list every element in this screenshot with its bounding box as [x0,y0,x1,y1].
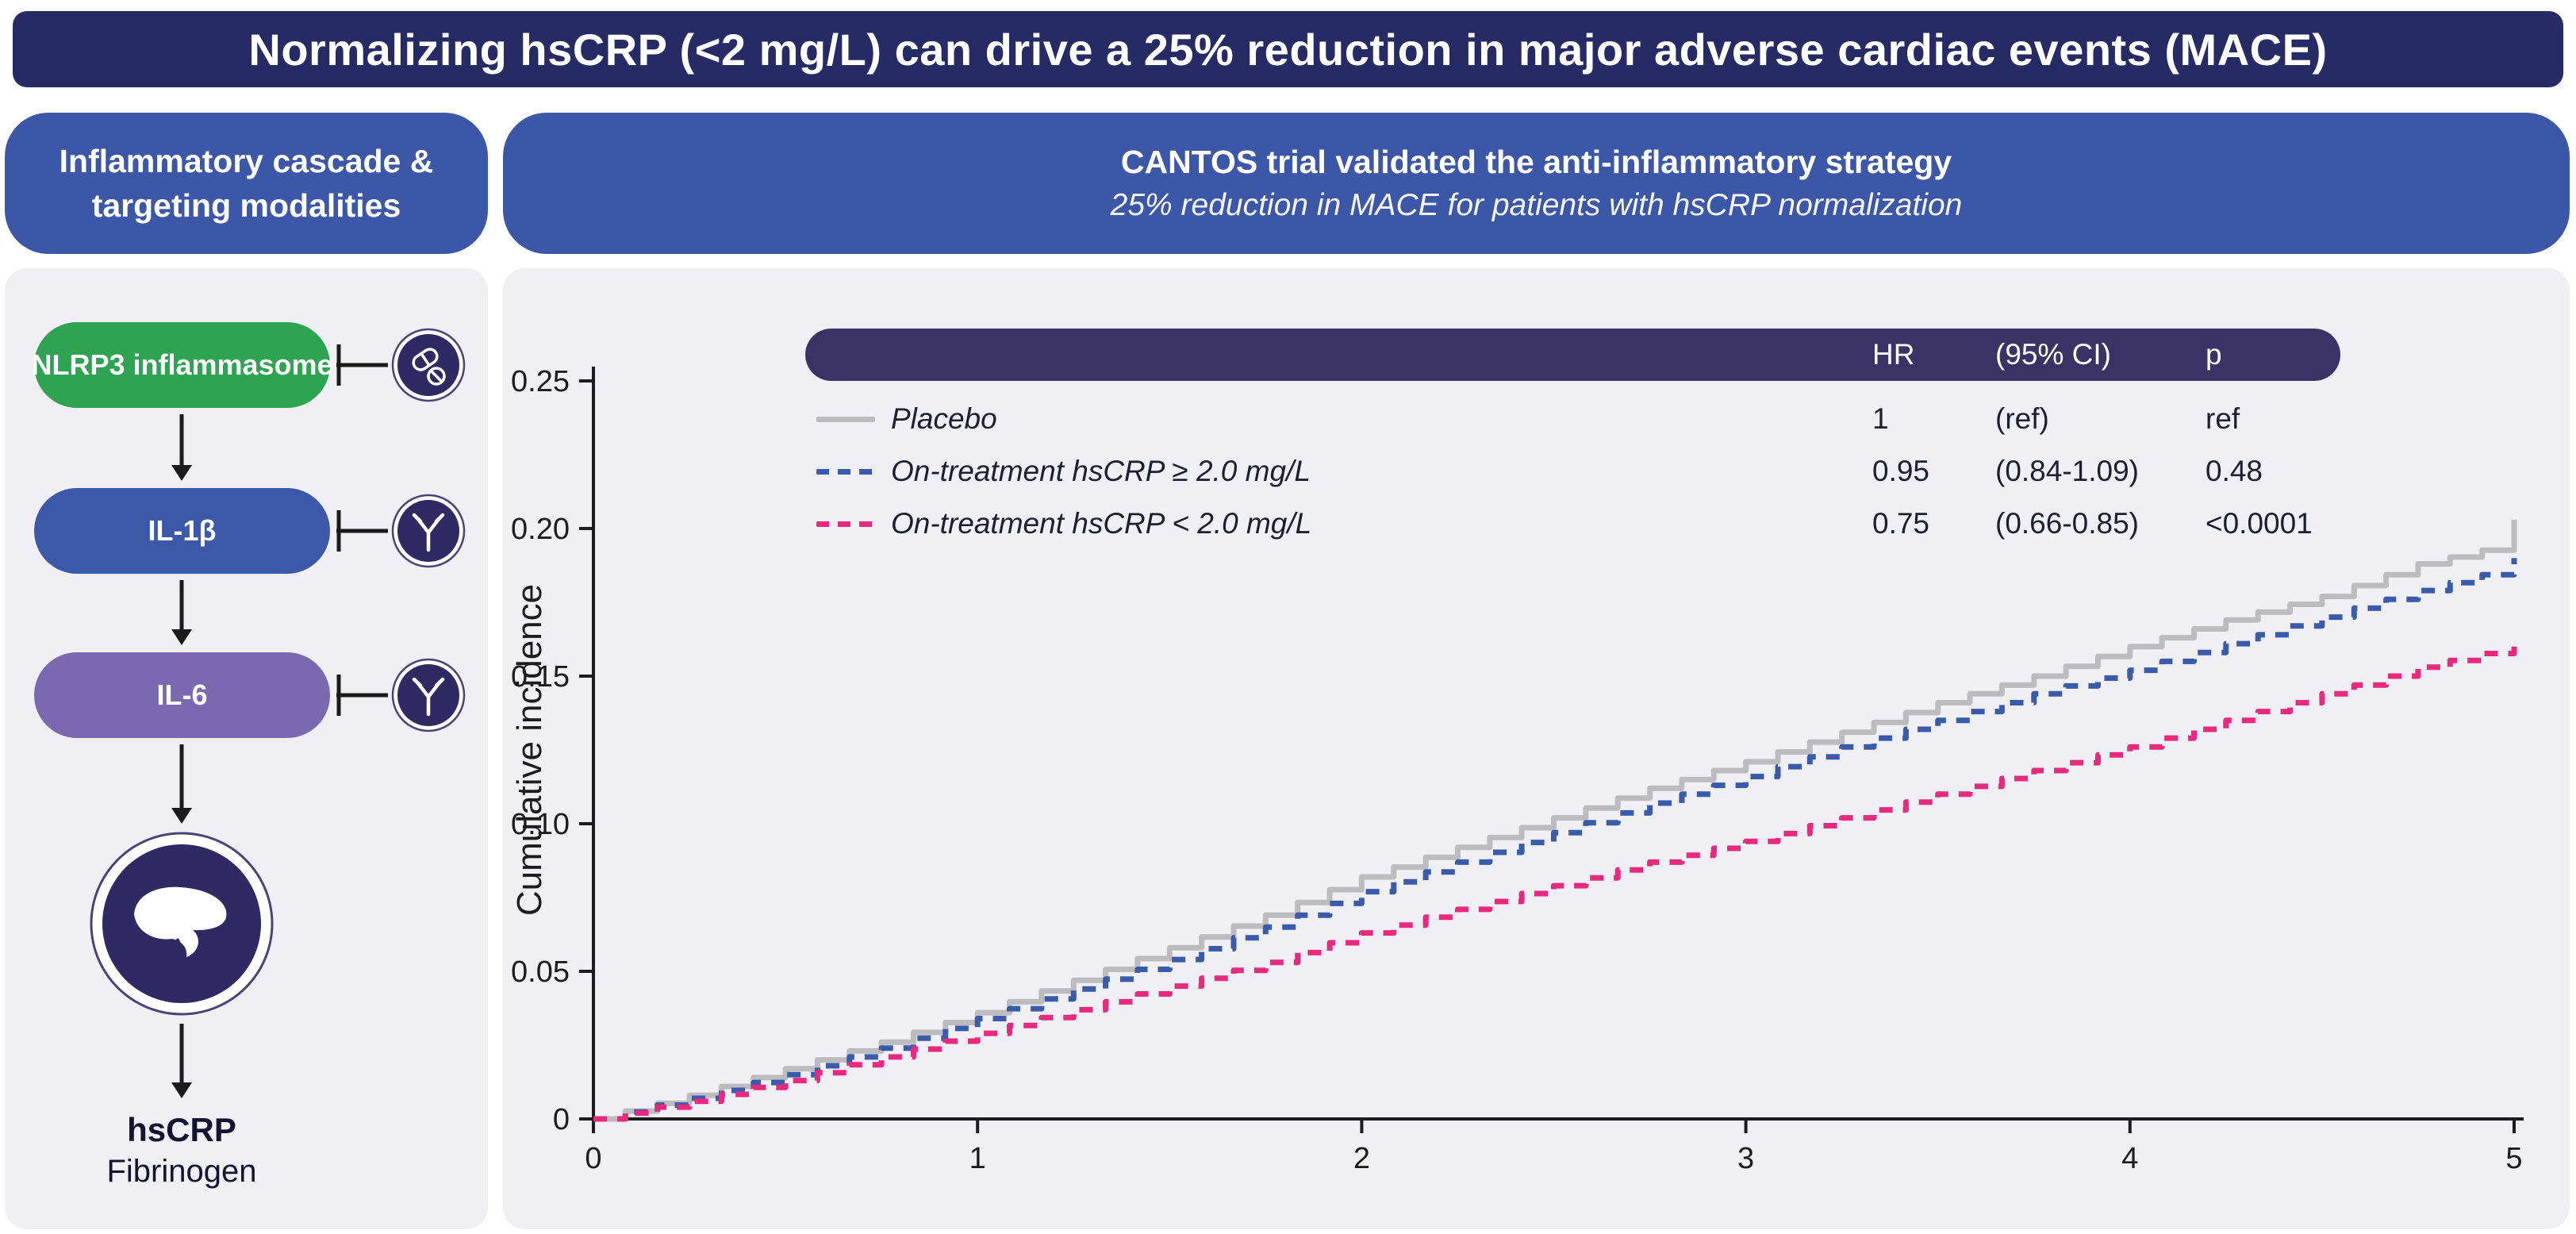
main-title: Normalizing hsCRP (<2 mg/L) can drive a … [248,24,2328,75]
ci-value: (0.84-1.09) [1995,455,2139,487]
antibody-icon [390,493,466,569]
cascade-node-1: NLRP3 inflammasome [31,322,333,408]
liver-icon [88,830,275,1017]
title-banner: Normalizing hsCRP (<2 mg/L) can drive a … [13,11,2563,87]
left-header-line2: targeting modalities [91,187,401,224]
hr-value: 0.95 [1872,455,1930,487]
chart-panel: 0 0.05 0.10 0.15 0.20 0.25 0 1 2 3 4 5 Cumulative i… [503,268,2570,1229]
hr-table-header-2: (95% CI) [1995,338,2111,371]
legend-entry: Placebo [805,402,1872,436]
x-tick-label: 0 [585,1142,601,1175]
cascade-output-fibrinogen: Fibrinogen [106,1154,257,1189]
x-tick-label: 2 [1353,1142,1370,1175]
arrowhead [171,465,192,481]
right-header-line2: 25% reduction in MACE for patients with … [1110,188,1963,222]
ci-value: (ref) [1995,402,2049,435]
legend-swatch [816,521,875,527]
antibody-icon-graphic [391,658,466,732]
hr-table-row-2: On-treatment hsCRP ≥ 2.0 mg/L 0.95 (0.84-1… [805,448,2340,495]
x-tick-label: 1 [969,1142,986,1175]
antibody-icon-graphic [391,494,466,568]
hr-table-header-1: HR [1872,338,1915,371]
cascade-node-3: IL-6 [34,652,330,738]
left-panel-header: Inflammatory cascade & targeting modalit… [5,113,488,254]
hr-table-header-3: p [2206,338,2222,371]
km-chart: 0 0.05 0.10 0.15 0.20 0.25 0 1 2 3 4 5 [511,365,2524,1175]
x-tick-label: 3 [1737,1142,1754,1175]
antibody-icon [390,657,466,733]
y-tick-label: 0.20 [511,513,570,546]
legend-label: On-treatment hsCRP < 2.0 mg/L [891,507,1312,540]
left-header-line1: Inflammatory cascade & [59,143,434,179]
right-header-line1: CANTOS trial validated the anti-inflamma… [1120,144,1952,180]
y-axis-label: Cumulative incidence [510,583,549,917]
km-series-1 [593,519,2517,1122]
legend-entry: On-treatment hsCRP < 2.0 mg/L [805,507,1872,540]
arrowhead [171,1082,192,1098]
legend-label: Placebo [891,402,997,435]
y-tick-label: 0.05 [511,955,570,989]
legend-label: On-treatment hsCRP ≥ 2.0 mg/L [891,455,1311,487]
km-series-3 [593,646,2517,1122]
pills-icon [390,327,466,403]
right-panel-header: CANTOS trial validated the anti-inflamma… [503,113,2570,254]
y-tick-label: 0.25 [511,365,570,398]
legend-entry: On-treatment hsCRP ≥ 2.0 mg/L [805,455,1872,488]
hr-table: HR (95% CI) p Placebo 1 (ref) ref On-treatment … [805,329,2340,552]
y-tick-label: 0.15 [511,660,570,694]
p-value: <0.0001 [2206,507,2313,540]
km-series-2 [593,558,2517,1122]
hr-table-row-1: Placebo 1 (ref) ref [805,395,2340,443]
cascade-panel: hsCRP Fibrinogen NLRP3 inflammasome IL-1β… [5,268,488,1229]
legend-swatch [816,468,875,475]
cascade-output-hscrp: hsCRP [127,1111,236,1148]
p-value: ref [2206,402,2240,435]
y-tick-label: 0.10 [511,808,570,841]
hr-value: 0.75 [1872,507,1930,540]
cascade-connectors [171,344,388,1098]
y-tick-label: 0 [553,1103,570,1136]
cascade-node-2: IL-1β [34,488,330,574]
ci-value: (0.66-0.85) [1995,507,2139,540]
liver-icon-graphic [90,832,274,1016]
x-tick-label: 4 [2121,1142,2138,1175]
hr-table-header: HR (95% CI) p [805,329,2340,381]
x-tick-label: 5 [2505,1142,2522,1175]
hr-table-row-3: On-treatment hsCRP < 2.0 mg/L 0.75 (0.66-0… [805,500,2340,548]
pills-icon-graphic [391,328,466,402]
hr-value: 1 [1872,402,1889,435]
arrowhead [171,808,192,824]
arrowhead [171,629,192,645]
p-value: 0.48 [2206,455,2263,487]
legend-swatch [816,416,875,422]
